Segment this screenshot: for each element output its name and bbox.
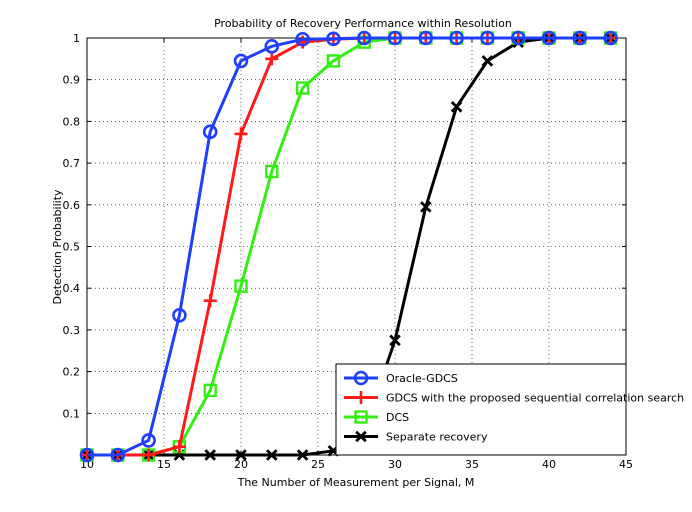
- data-point: [541, 30, 557, 46]
- y-tick-label: 0.6: [63, 199, 81, 212]
- legend-label: Oracle-GDCS: [386, 372, 458, 385]
- y-axis-label: Detection Probability: [51, 189, 64, 305]
- ticks: 10 15 20 25 30 35 40 450.10.20.30.40.50.60.70.8…: [63, 32, 634, 471]
- data-point: [481, 55, 494, 67]
- data-point: [356, 30, 372, 46]
- x-tick-label: 15: [157, 458, 171, 471]
- x-tick-label: 20: [234, 458, 248, 471]
- data-point: [295, 81, 310, 95]
- y-tick-label: 0.7: [63, 157, 81, 170]
- data-point: [418, 30, 434, 46]
- y-tick-label: 0.5: [63, 241, 81, 254]
- data-point: [389, 334, 401, 347]
- legend-box: [335, 363, 627, 456]
- data-point: [326, 54, 341, 68]
- data-point: [265, 164, 279, 179]
- data-point: [202, 124, 218, 140]
- data-point: [449, 30, 464, 46]
- y-tick-label: 0.2: [63, 366, 81, 379]
- y-tick-label: 0.1: [63, 407, 81, 420]
- data-point: [233, 53, 249, 69]
- data-point: [510, 30, 526, 46]
- data-point: [172, 308, 187, 323]
- legend-marker: [355, 430, 367, 443]
- data-point: [203, 294, 217, 308]
- data-point: [234, 127, 248, 141]
- legend-item: Oracle-GDCS: [344, 370, 458, 386]
- data-point: [326, 31, 341, 47]
- y-tick-label: 0.9: [63, 74, 81, 87]
- data-point: [296, 449, 309, 461]
- legend-marker: [354, 391, 368, 404]
- data-point: [603, 30, 618, 46]
- series-1: [79, 30, 618, 463]
- x-axis-label: The Number of Measurement per Signal, M: [237, 476, 475, 489]
- data-point: [450, 101, 463, 113]
- x-tick-label: 35: [465, 458, 479, 471]
- legend-label: DCS: [386, 411, 409, 424]
- data-point: [387, 30, 403, 46]
- legend-label: GDCS with the proposed sequential correl…: [386, 392, 684, 405]
- legend-marker: [354, 410, 368, 424]
- data-point: [234, 279, 248, 293]
- legend: Oracle-GDCS GDCS with the proposed sequen…: [335, 363, 684, 456]
- data-point: [295, 31, 310, 47]
- data-point: [110, 447, 126, 463]
- data-point: [420, 201, 432, 213]
- x-tick-label: 30: [388, 458, 402, 471]
- data-point: [204, 449, 216, 461]
- legend-item: DCS: [344, 410, 409, 424]
- chart-title: Probability of Recovery Performance with…: [214, 17, 512, 30]
- data-point: [203, 383, 217, 398]
- data-point: [172, 440, 186, 454]
- data-point: [266, 449, 278, 461]
- y-tick-label: 0.3: [63, 324, 81, 337]
- data-point: [235, 449, 247, 461]
- y-tick-label: 1: [73, 32, 80, 45]
- x-tick-label: 25: [311, 458, 325, 471]
- data-point: [264, 39, 280, 54]
- grid: [87, 38, 626, 455]
- legend-item: Separate recovery: [344, 431, 488, 444]
- legend-label: Separate recovery: [386, 431, 488, 444]
- x-tick-label: 40: [542, 458, 556, 471]
- x-tick-label: 45: [619, 458, 633, 471]
- data-point: [265, 52, 279, 66]
- y-tick-label: 0.8: [63, 115, 81, 128]
- data-point: [480, 30, 495, 46]
- data-point: [572, 30, 588, 46]
- data-point: [142, 448, 156, 462]
- legend-marker: [353, 370, 369, 386]
- legend-item: GDCS with the proposed sequential correl…: [344, 391, 684, 405]
- y-tick-label: 0.4: [63, 282, 81, 295]
- data-point: [141, 433, 156, 448]
- data-point: [79, 447, 95, 463]
